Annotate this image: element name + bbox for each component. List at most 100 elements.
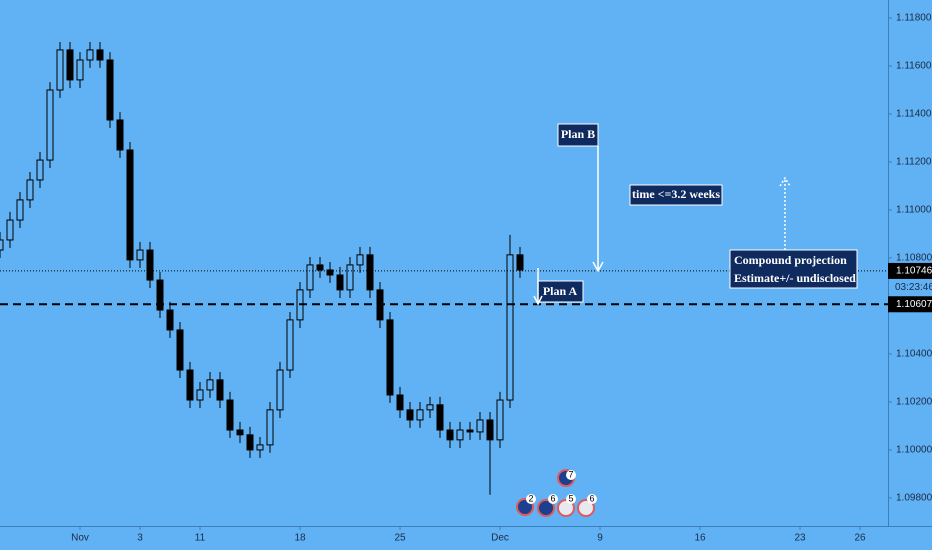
event-badge — [526, 494, 536, 504]
event-count: 6 — [550, 493, 555, 503]
x-tick-label: Nov — [71, 533, 89, 544]
annotation: time <=3.2 weeks — [632, 187, 720, 201]
x-tick-label: 18 — [294, 533, 306, 544]
arrow-head — [533, 295, 543, 306]
candle-body — [56, 49, 64, 91]
candle-body — [216, 379, 224, 401]
y-tick-label: 1.11200 — [896, 157, 932, 168]
candle-body — [16, 199, 24, 221]
price-label: 1.10607 — [896, 299, 932, 310]
x-tick-label: 25 — [394, 533, 406, 544]
candle-body — [176, 329, 184, 371]
candle-body — [516, 254, 524, 271]
candle-body — [506, 254, 514, 401]
candle-body — [146, 249, 154, 281]
candle-body — [306, 264, 314, 291]
candle-body — [466, 429, 474, 433]
event-badge — [566, 470, 576, 480]
candle-body — [0, 239, 4, 251]
event-badge — [548, 494, 558, 504]
annotation-box — [557, 123, 599, 147]
candle-body — [66, 49, 74, 81]
x-tick-label: Dec — [491, 533, 509, 544]
candle-body — [286, 319, 294, 371]
candle-body — [136, 249, 144, 261]
event-count: 7 — [568, 469, 573, 479]
annotation: Compound projection — [734, 253, 847, 267]
candle-body — [256, 444, 264, 451]
candle-body — [266, 409, 274, 446]
candle-body — [476, 419, 484, 433]
event-count: 2 — [528, 493, 533, 503]
event-count: 6 — [589, 493, 594, 503]
candle-body — [356, 254, 364, 266]
event-badge — [566, 494, 576, 504]
candle-body — [116, 119, 124, 151]
candle-body — [46, 89, 54, 161]
candle-body — [196, 389, 204, 401]
price-label-box — [888, 296, 932, 313]
countdown: 03:23:46 — [895, 282, 932, 293]
annotation: Plan B — [561, 127, 595, 141]
annotations: Plan B time <=3.2 weeks Compound project… — [533, 123, 858, 306]
y-tick-label: 1.10000 — [896, 445, 932, 456]
y-tick-label: 1.10400 — [896, 349, 932, 360]
candle-body — [126, 149, 134, 261]
candle-body — [106, 59, 114, 121]
candle-body — [446, 429, 454, 441]
events: 7 2 6 5 6 — [516, 469, 597, 517]
candle-body — [396, 394, 404, 411]
event-icon[interactable] — [577, 499, 595, 517]
candle-body — [366, 254, 374, 291]
event-badge — [587, 494, 597, 504]
price-label: 1.10746 — [896, 266, 932, 277]
y-tick-label: 1.11000 — [896, 205, 932, 216]
x-tick-label: 9 — [597, 533, 603, 544]
candle-body — [496, 399, 504, 441]
annotation: Estimate+/- undisclosed — [734, 271, 856, 285]
candle-body — [416, 409, 424, 421]
y-tick-label: 1.09800 — [896, 493, 932, 504]
candle-body — [486, 419, 494, 441]
candle-body — [186, 369, 194, 401]
candle-body — [96, 49, 104, 61]
price-axis: 1.11800 1.11600 1.11400 1.11200 1.11000 1.108… — [71, 13, 932, 544]
arrow-head — [592, 261, 604, 273]
candle-body — [36, 159, 44, 181]
candle-body — [156, 279, 164, 311]
y-tick-label: 1.11600 — [896, 61, 932, 72]
candle-body — [246, 434, 254, 451]
candle-body — [436, 404, 444, 431]
y-tick-label: 1.10200 — [896, 397, 932, 408]
annotation-box — [729, 249, 858, 289]
candle-body — [166, 309, 174, 331]
x-tick-label: 3 — [137, 533, 143, 544]
plot-area — [0, 41, 888, 495]
candle-body — [86, 49, 94, 61]
y-tick-label: 1.10800 — [896, 253, 932, 264]
event-icon[interactable] — [537, 499, 555, 517]
event-icon[interactable] — [557, 499, 575, 517]
x-tick-label: 23 — [794, 533, 806, 544]
candle-body — [6, 219, 14, 241]
candle-body — [406, 409, 414, 421]
candle-body — [236, 429, 244, 436]
candle-body — [456, 429, 464, 441]
candle-body — [226, 399, 234, 431]
event-count: 5 — [568, 493, 573, 503]
x-tick-label: 16 — [694, 533, 706, 544]
candle-body — [316, 264, 324, 271]
y-tick-label: 1.11400 — [896, 109, 932, 120]
candle-body — [26, 179, 34, 201]
price-label-box — [888, 262, 932, 279]
candle-body — [276, 369, 284, 411]
candle-body — [326, 269, 334, 276]
y-tick-label: 1.11800 — [896, 13, 932, 24]
arrow-head — [779, 176, 791, 187]
x-tick-label: 11 — [195, 533, 206, 544]
candle-body — [426, 404, 434, 411]
annotation-box — [629, 184, 723, 206]
x-tick-label: 26 — [854, 533, 866, 544]
candle-body — [76, 59, 84, 81]
